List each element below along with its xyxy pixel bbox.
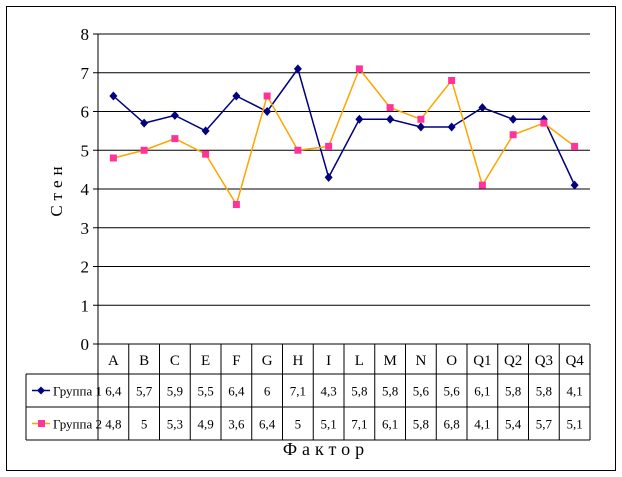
table-value: 5 <box>141 417 148 432</box>
data-point-group1 <box>140 118 149 128</box>
x-tick-label: Q2 <box>504 353 522 369</box>
x-tick-label: C <box>170 353 180 369</box>
table-value: 7,1 <box>351 417 367 432</box>
table-value: 6,1 <box>382 417 398 432</box>
data-point-group2 <box>478 181 486 189</box>
table-value: 3,6 <box>228 417 245 432</box>
table-value: 7,1 <box>290 384 306 399</box>
y-tick-label: 7 <box>81 64 90 83</box>
data-point-group1 <box>324 172 333 182</box>
data-point-group2 <box>232 201 240 208</box>
x-tick-label: I <box>326 353 331 369</box>
legend-label: Группа 2 <box>53 417 102 432</box>
data-point-group1 <box>447 122 456 132</box>
data-point-group1 <box>232 91 241 101</box>
data-point-group1 <box>509 114 518 124</box>
table-value: 4,9 <box>198 417 214 432</box>
x-tick-label: H <box>292 353 303 369</box>
series-line-group1 <box>112 67 576 186</box>
table-value: 5,1 <box>567 417 583 432</box>
table-value: 6,4 <box>259 417 276 432</box>
table-value: 5,6 <box>444 384 461 399</box>
x-tick-label: Q1 <box>473 353 491 369</box>
y-tick-label: 2 <box>81 258 90 277</box>
data-point-group2 <box>171 135 179 143</box>
table-value: 5,8 <box>382 384 398 399</box>
table-value: 6,8 <box>444 417 460 432</box>
table-value: 5,1 <box>321 417 337 432</box>
x-tick-label: G <box>262 353 273 369</box>
table-value: 5,8 <box>351 384 367 399</box>
table-value: 5,8 <box>413 417 429 432</box>
legend-marker <box>38 420 45 427</box>
data-point-group2 <box>263 92 271 100</box>
data-point-group1 <box>386 114 395 124</box>
data-point-group2 <box>202 150 210 158</box>
y-tick-label: 4 <box>81 180 90 199</box>
data-point-group1 <box>263 107 272 116</box>
data-point-group2 <box>417 115 425 123</box>
data-point-group2 <box>571 142 579 150</box>
chart-frame <box>6 6 616 471</box>
x-tick-label: O <box>446 353 457 369</box>
data-point-group1 <box>416 122 425 132</box>
y-tick-label: 6 <box>81 103 90 122</box>
x-tick-label: Q3 <box>535 353 553 369</box>
table-value: 5,8 <box>505 384 521 399</box>
data-point-group2 <box>386 104 394 112</box>
x-tick-label: B <box>139 353 149 369</box>
data-point-group1 <box>355 114 364 124</box>
y-tick-label: 5 <box>81 141 90 160</box>
data-point-group2 <box>109 154 117 162</box>
y-tick-label: 8 <box>81 25 90 44</box>
table-value: 6,4 <box>105 384 122 399</box>
table-value: 6,1 <box>474 384 490 399</box>
data-point-group2 <box>294 146 302 154</box>
table-value: 6 <box>264 384 271 399</box>
y-tick-label: 0 <box>81 335 90 354</box>
x-tick-label: L <box>355 353 364 369</box>
data-point-group2 <box>325 142 333 150</box>
data-point-group1 <box>478 103 487 113</box>
table-value: 5,8 <box>536 384 552 399</box>
data-point-group2 <box>355 65 363 73</box>
y-axis-label: Стен <box>47 161 66 216</box>
x-axis-label: Фактор <box>283 439 369 459</box>
table-value: 5,9 <box>167 384 183 399</box>
x-tick-label: Q4 <box>565 353 584 369</box>
y-tick-label: 3 <box>81 219 90 238</box>
legend-label: Группа 1 <box>53 384 102 399</box>
table-value: 6,4 <box>228 384 245 399</box>
legend-marker <box>37 386 45 395</box>
data-point-group1 <box>293 64 302 74</box>
table-value: 5,5 <box>198 384 214 399</box>
table-value: 5,7 <box>136 384 153 399</box>
table-value: 5,4 <box>505 417 522 432</box>
x-tick-label: E <box>201 353 210 369</box>
table-value: 5,7 <box>536 417 553 432</box>
table-value: 4,1 <box>567 384 583 399</box>
table-value: 5,6 <box>413 384 430 399</box>
data-point-group2 <box>448 77 456 84</box>
table-value: 4,3 <box>321 384 337 399</box>
series-line-group2 <box>113 67 576 207</box>
y-tick-label: 1 <box>81 296 90 315</box>
data-point-group2 <box>540 119 548 127</box>
data-point-group1 <box>109 91 118 101</box>
table-value: 4,1 <box>474 417 490 432</box>
x-tick-label: A <box>108 353 119 369</box>
data-point-group1 <box>570 180 579 190</box>
data-point-group2 <box>509 131 517 139</box>
x-tick-label: N <box>415 353 426 369</box>
data-point-group2 <box>140 146 148 154</box>
table-value: 5 <box>295 417 302 432</box>
table-value: 5,3 <box>167 417 183 432</box>
data-point-group1 <box>170 110 179 120</box>
data-point-group1 <box>201 126 210 136</box>
table-value: 4,8 <box>105 417 121 432</box>
x-tick-label: M <box>383 353 396 369</box>
x-tick-label: F <box>232 353 240 369</box>
